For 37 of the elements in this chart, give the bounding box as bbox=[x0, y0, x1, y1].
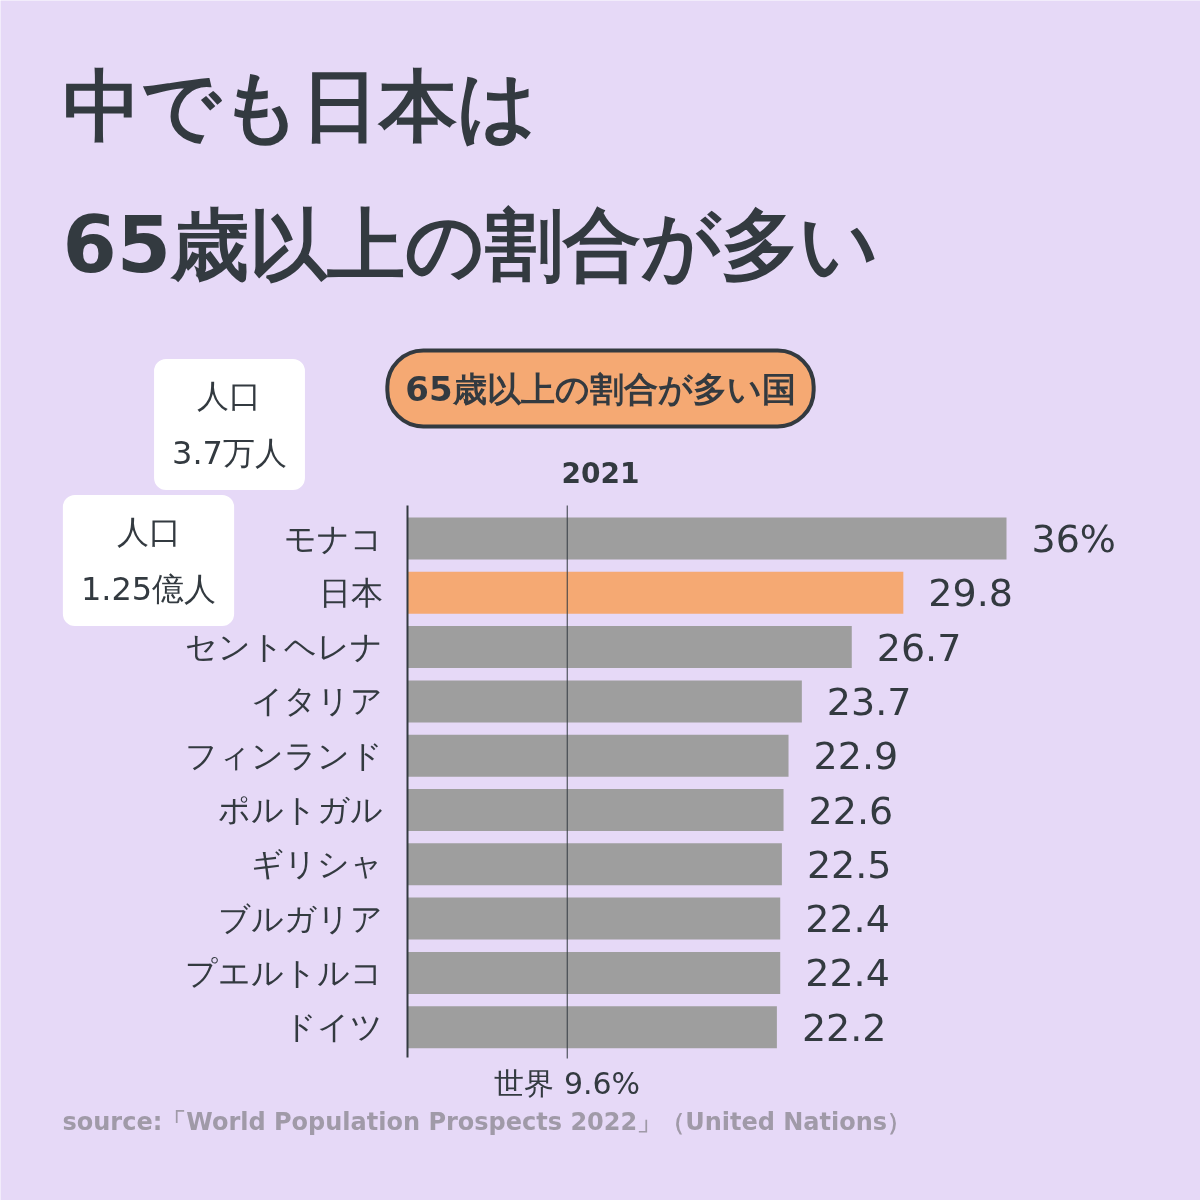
ref-line-label: 世界 9.6% bbox=[494, 1066, 641, 1101]
y-tick-label: セントヘレナ bbox=[184, 628, 383, 667]
data-label: 36% bbox=[1031, 516, 1116, 561]
bar bbox=[407, 680, 802, 723]
chart-subtitle: 65歳以上の割合が多い国 bbox=[405, 368, 796, 409]
y-tick-label: ブルガリア bbox=[217, 899, 383, 938]
bar bbox=[407, 626, 852, 669]
y-tick-label: プエルトルコ bbox=[184, 953, 383, 992]
y-tick-label: 日本 bbox=[318, 573, 383, 612]
data-label: 22.4 bbox=[805, 897, 890, 942]
text: 人口 1.25億人 bbox=[80, 513, 217, 608]
y-tick-label: フィンランド bbox=[184, 736, 383, 775]
data-label: 22.2 bbox=[801, 1005, 887, 1050]
bar bbox=[407, 1006, 777, 1049]
y-tick-label: イタリア bbox=[250, 682, 383, 721]
data-label: 22.4 bbox=[805, 951, 890, 996]
bar bbox=[407, 951, 781, 994]
bar bbox=[407, 897, 781, 940]
y-tick-label: モナコ bbox=[283, 519, 383, 558]
y-tick-label: ドイツ bbox=[283, 1008, 383, 1047]
data-label: 22.6 bbox=[808, 788, 894, 833]
text: 人口 3.7万人 bbox=[172, 377, 287, 472]
data-label: 23.7 bbox=[826, 679, 912, 724]
bar bbox=[407, 517, 1007, 560]
source-note: source:「World Population Prospects 2022」（United Nations） bbox=[62, 1107, 912, 1136]
data-label: 26.7 bbox=[876, 625, 962, 670]
y-tick-label: ポルトガル bbox=[217, 791, 383, 829]
text: 2021 bbox=[561, 457, 640, 490]
bar bbox=[407, 734, 789, 777]
data-label: 22.9 bbox=[813, 734, 899, 779]
bar bbox=[407, 843, 782, 886]
data-label: 29.8 bbox=[928, 571, 1013, 616]
chart-title: 中でも日本は 65歳以上の割合が多い bbox=[62, 60, 880, 290]
bar bbox=[407, 571, 904, 614]
bar bbox=[407, 789, 784, 831]
y-tick-label: ギリシャ bbox=[250, 845, 383, 884]
data-label: 22.5 bbox=[806, 842, 892, 887]
